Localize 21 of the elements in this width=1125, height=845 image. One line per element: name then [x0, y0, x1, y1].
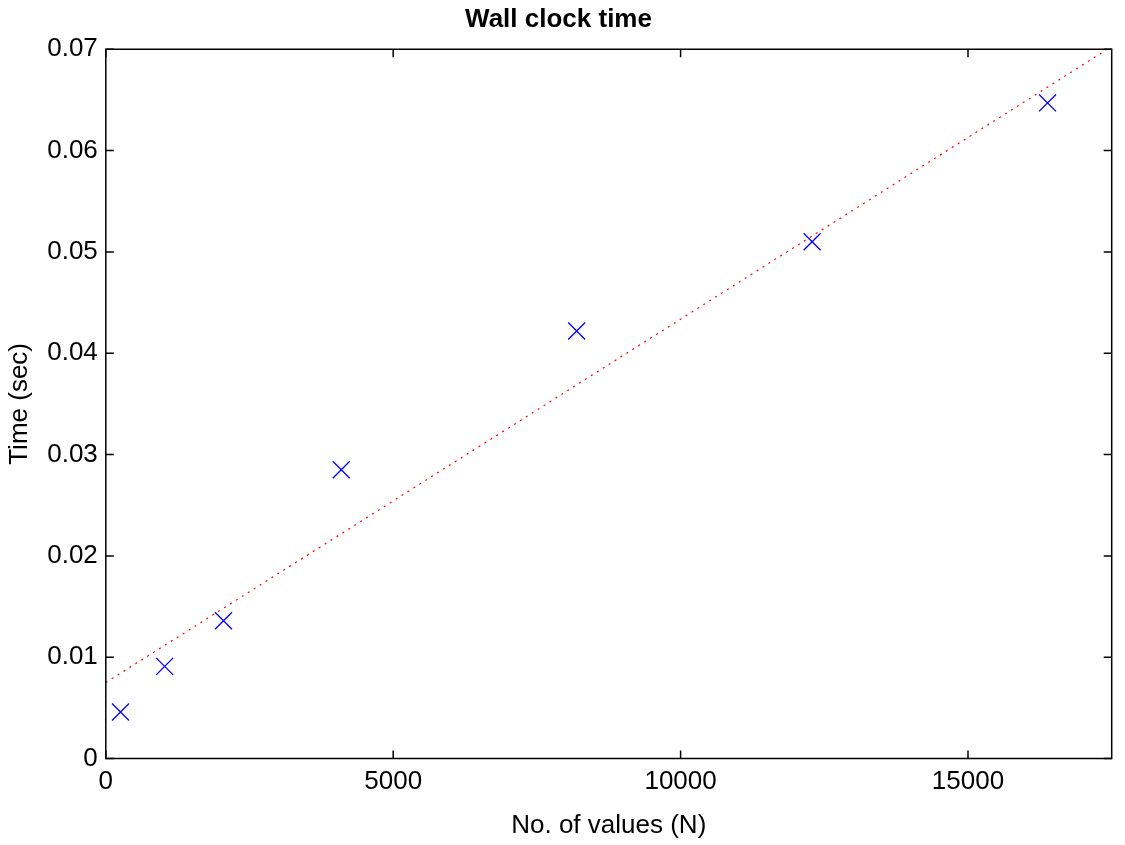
chart-title: Wall clock time: [465, 2, 652, 33]
y-tick-label: 0.01: [47, 640, 98, 671]
x-tick-label: 10000: [644, 765, 717, 796]
y-tick-label: 0.05: [47, 235, 98, 266]
point: [214, 611, 233, 630]
y-axis-title: Time (sec): [2, 342, 33, 465]
y-tick-label: 0: [83, 741, 98, 772]
y-tick-label: 0.03: [47, 437, 98, 468]
x-axis-title: No. of values (N): [511, 808, 707, 839]
point: [155, 657, 174, 676]
point: [332, 460, 351, 479]
y-tick-label: 0.02: [47, 539, 98, 570]
point: [802, 232, 822, 251]
point: [1038, 93, 1057, 113]
y-tick-label: 0.06: [47, 133, 98, 164]
point: [111, 702, 130, 722]
x-tick-label: 15000: [931, 765, 1005, 796]
y-tick-label: 0.04: [47, 336, 98, 367]
point: [567, 321, 586, 341]
y-tick-label: 0.07: [47, 32, 98, 63]
x-tick-label: 5000: [364, 765, 423, 796]
